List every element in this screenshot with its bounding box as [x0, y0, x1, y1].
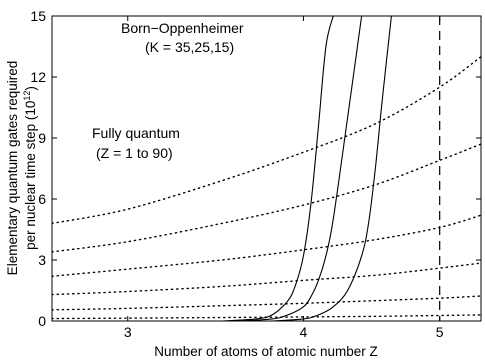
annotation-fully-quantum-line1: Fully quantum: [92, 125, 180, 141]
fully-quantum-series-line-8: [52, 314, 481, 320]
y-axis-label-exponent: 12: [22, 91, 32, 101]
y-axis-label-line1: Elementary quantum gates required: [5, 61, 20, 276]
y-tick-label: 6: [38, 191, 46, 207]
fully-quantum-series-line-7: [52, 295, 481, 311]
y-tick-label: 3: [38, 252, 46, 268]
y-axis-label-close-paren: ): [23, 86, 38, 91]
x-tick-label: 5: [436, 324, 444, 340]
fully-quantum-series-line-3: [52, 55, 481, 225]
fully-quantum-series-line-5: [52, 214, 481, 277]
y-axis-label-group: Elementary quantum gates required per nu…: [5, 61, 38, 276]
y-tick-label: 0: [38, 313, 46, 329]
annotation-born-oppenheimer-line2: (K = 35,25,15): [145, 39, 234, 55]
y-axis-label-line2: per nuclear time step (1012): [22, 86, 38, 250]
y-tick-label: 15: [30, 8, 46, 24]
y-axis-ticks: 0 3 6 9 12 15: [30, 8, 481, 329]
y-tick-label: 12: [30, 69, 46, 85]
x-tick-label: 3: [124, 324, 132, 340]
plot-frame: [51, 15, 482, 322]
annotation-fully-quantum-line2: (Z = 1 to 90): [96, 145, 173, 161]
annotation-born-oppenheimer-line1: Born−Oppenheimer: [121, 20, 244, 36]
y-axis-label-line2-text: per nuclear time step (10: [23, 101, 38, 250]
x-axis-label: Number of atoms of atomic number Z: [154, 344, 378, 359]
series-group: [52, 16, 481, 321]
y-tick-label: 9: [38, 130, 46, 146]
x-tick-label: 4: [300, 324, 308, 340]
x-axis-ticks: 3 4 5: [124, 16, 444, 340]
